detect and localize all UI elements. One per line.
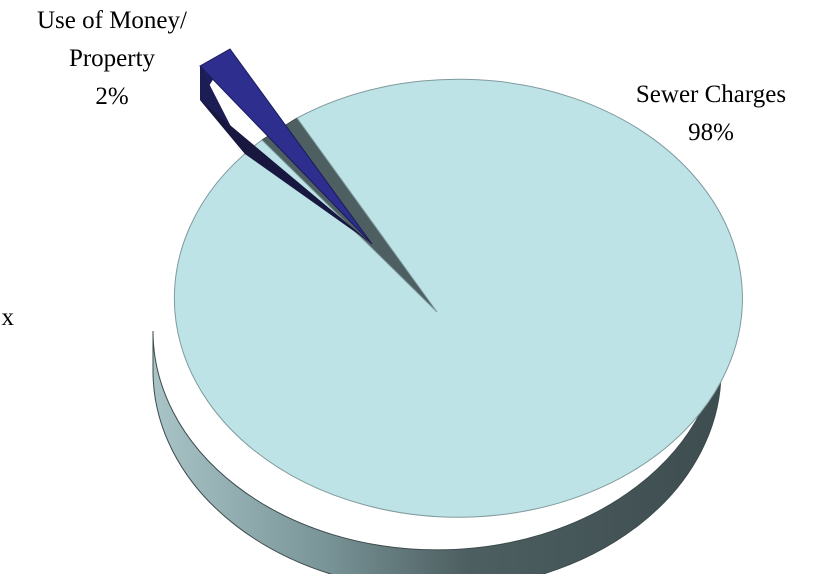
slice-use-of-money: [199, 48, 373, 245]
label-use-of-money-line2: Property: [69, 45, 156, 72]
label-use-of-money-percent: 2%: [95, 83, 128, 110]
label-sewer-charges-percent: 98%: [688, 119, 734, 146]
label-use-of-money-line1: Use of Money/: [37, 7, 187, 34]
label-sewer-charges: Sewer Charges: [636, 81, 786, 108]
slice-sewer-charges: [173, 78, 743, 518]
partial-label-fragment: x: [2, 304, 15, 331]
slice-use-of-money-inner: [200, 100, 372, 244]
